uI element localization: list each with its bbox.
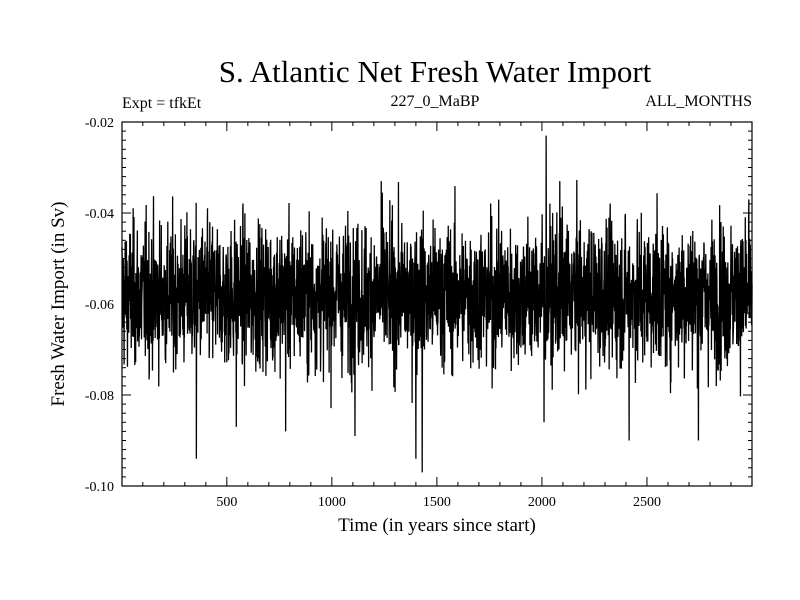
x-tick-label: 500: [216, 495, 237, 510]
chart-title: S. Atlantic Net Fresh Water Import: [218, 54, 652, 89]
y-tick-label: -0.02: [85, 116, 114, 131]
x-tick-label: 1000: [318, 495, 346, 510]
y-tick-label: -0.04: [85, 207, 114, 222]
x-axis-label: Time (in years since start): [338, 515, 536, 536]
y-tick-label: -0.10: [85, 480, 114, 495]
y-tick-label: -0.06: [85, 298, 114, 313]
x-tick-label: 2500: [633, 495, 661, 510]
axes-layer: 500 1000 1500 2000 2500 -0.02 -0.04 -0.06 -0.08 -…: [85, 116, 752, 510]
y-tick-label: -0.08: [85, 389, 114, 404]
series-layer: [121, 135, 753, 473]
chart-subtitle: 227_0_MaBP: [390, 93, 480, 110]
series-line: [121, 135, 753, 473]
y-axis-label: Fresh Water Import (in Sv): [48, 202, 69, 407]
months-label: ALL_MONTHS: [645, 93, 752, 110]
x-tick-label: 1500: [423, 495, 451, 510]
experiment-label: Expt = tfkEt: [122, 95, 202, 112]
x-tick-label: 2000: [528, 495, 556, 510]
plot-frame: [121, 121, 753, 487]
